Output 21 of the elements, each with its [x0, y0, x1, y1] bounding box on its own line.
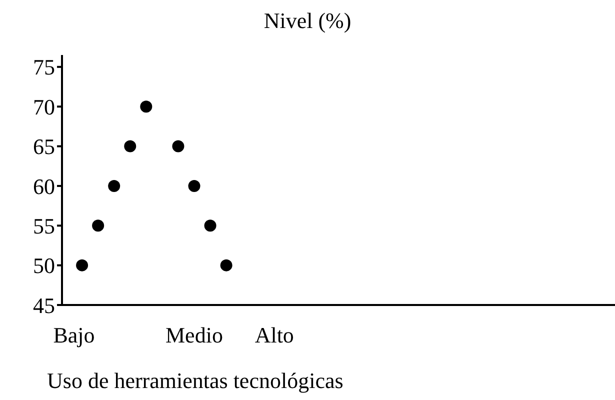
chart-title: Nivel (%)	[262, 8, 352, 34]
point	[188, 180, 200, 192]
point	[76, 259, 88, 272]
point	[92, 220, 104, 232]
x-tick-label: Alto	[254, 322, 294, 348]
y-tick-label: 65	[33, 134, 55, 160]
y-tick-label: 75	[33, 54, 55, 80]
y-tick-label: 45	[33, 292, 55, 318]
y-tick-label: 50	[33, 253, 55, 278]
point	[220, 259, 232, 272]
y-tick-label: 60	[33, 174, 55, 199]
x-tick-label: Medio	[166, 322, 223, 348]
y-tick-label: 55	[33, 213, 55, 238]
y-tick-label: 70	[33, 94, 55, 120]
x-tick-label: Bajo	[53, 322, 95, 348]
point	[172, 140, 184, 152]
point	[204, 220, 216, 232]
point	[124, 140, 136, 152]
point	[108, 180, 120, 192]
x-axis-title: Uso de herramientas tecnológicas	[47, 368, 344, 393]
point	[140, 100, 152, 113]
